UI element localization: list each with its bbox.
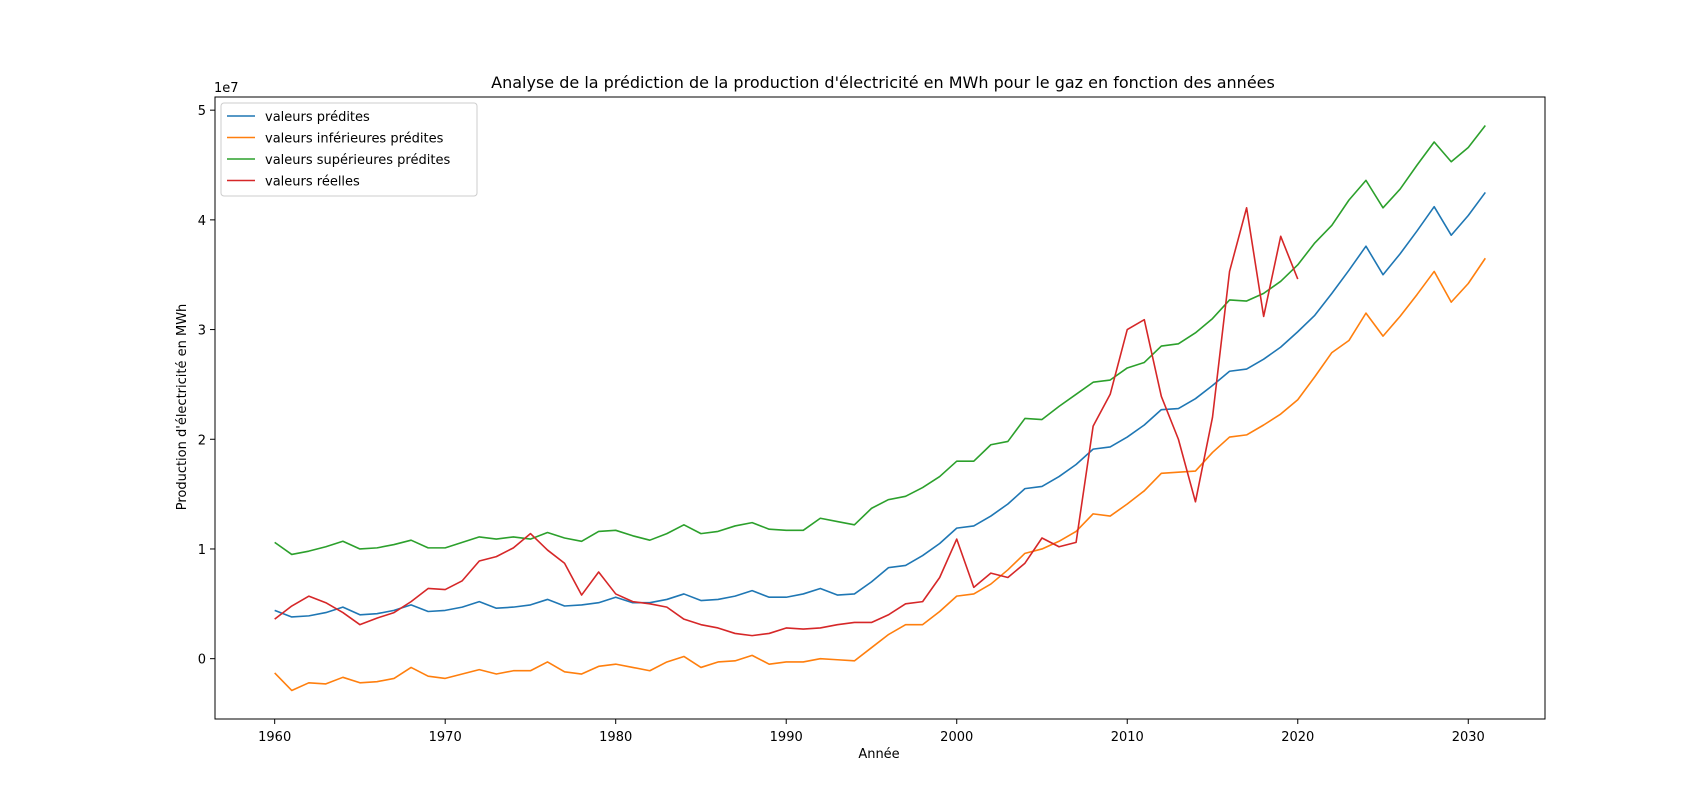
x-tick-label: 2000: [940, 730, 973, 745]
legend-label-0: valeurs prédites: [265, 110, 370, 125]
y-tick-label: 5: [198, 104, 206, 119]
x-tick-label: 2030: [1452, 730, 1485, 745]
series-layer: [274, 125, 1486, 692]
x-tick-label: 1970: [429, 730, 462, 745]
legend-label-2: valeurs supérieures prédites: [265, 153, 450, 168]
y-tick-label: 2: [198, 433, 206, 448]
y-tick-label: 0: [198, 653, 206, 668]
x-tick-label: 2010: [1111, 730, 1144, 745]
x-tick-label: 1960: [258, 730, 291, 745]
legend-box: [220, 102, 478, 197]
plot-frame: [214, 96, 1546, 720]
y-axis-ticks: 0 1 2 3 4 5: [198, 104, 215, 668]
x-axis-label: Année: [858, 747, 899, 762]
x-tick-label: 1990: [770, 730, 803, 745]
y-axis-offset-label: 1e7: [214, 81, 239, 96]
chart-title: Analyse de la prédiction de la productio…: [491, 73, 1275, 92]
series-line-2: [274, 125, 1486, 556]
y-tick-label: 3: [198, 324, 206, 339]
series-line-0: [274, 191, 1486, 618]
y-axis-label: Production d'électricité en MWh: [175, 304, 190, 511]
legend-label-1: valeurs inférieures prédites: [265, 132, 444, 147]
series-line-1: [274, 257, 1486, 692]
x-tick-label: 2020: [1281, 730, 1314, 745]
y-tick-label: 1: [198, 543, 206, 558]
y-tick-label: 4: [198, 214, 206, 229]
series-line-3: [274, 207, 1299, 637]
legend: valeurs prédites valeurs inférieures préd…: [220, 102, 478, 197]
x-tick-label: 1980: [599, 730, 632, 745]
x-axis-ticks: 1960 1970 1980 1990 2000 2010 2020 2030: [258, 719, 1485, 745]
legend-label-3: valeurs réelles: [265, 175, 360, 190]
